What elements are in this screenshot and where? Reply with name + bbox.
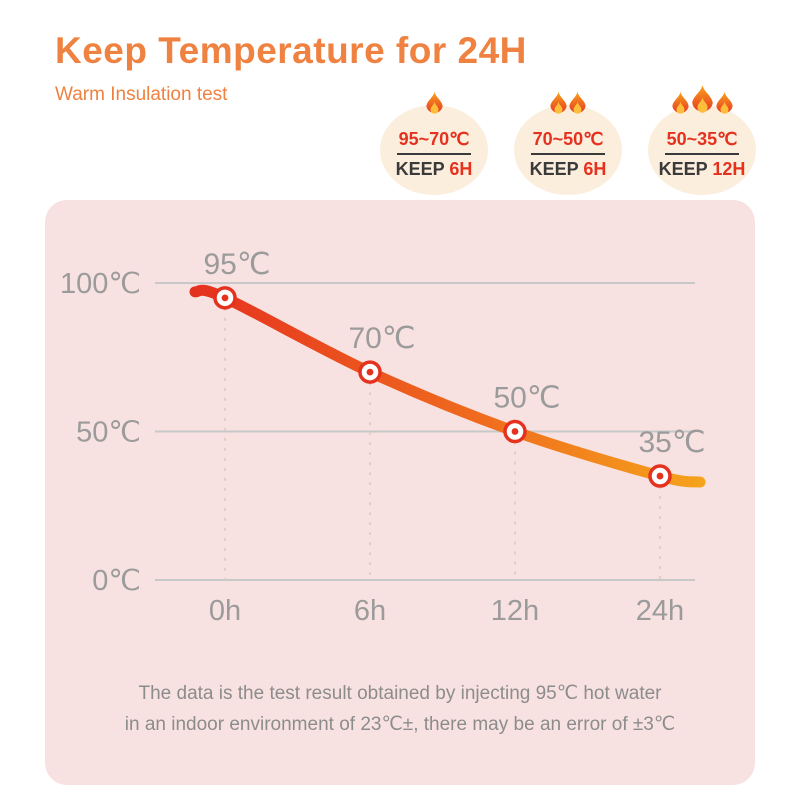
keep-duration-label: KEEP 12H [658,158,746,179]
data-point-center [366,368,374,376]
page-subtitle: Warm Insulation test [55,84,228,105]
chart-panel: 100℃ 50℃ 0℃ 0h 6h 12h 24h 95℃ 70℃ 50℃ 35℃ The data… [45,200,755,785]
y-tick-label: 0℃ [92,565,141,597]
point-value-label: 95℃ [203,248,270,281]
insulation-badge: 50~35℃ KEEP 12H [648,84,756,195]
x-tick-label: 12h [491,595,539,627]
point-value-label: 70℃ [348,322,415,355]
x-tick-label: 0h [209,595,241,627]
keep-duration-label: KEEP 6H [395,158,473,179]
point-value-label: 50℃ [493,382,560,415]
x-tick-label: 24h [636,595,684,627]
flame-icon [550,92,567,114]
flame-icon-group [549,91,587,118]
temp-range-label: 95~70℃ [396,129,472,155]
chart-svg: 100℃ 50℃ 0℃ 0h 6h 12h 24h 95℃ 70℃ 50℃ 35℃ [60,248,706,627]
page-title: Keep Temperature for 24H [55,30,527,71]
flame-icon-group [425,91,444,118]
data-point-center [221,294,229,302]
insulation-badge: 70~50℃ KEEP 6H [514,91,622,195]
header: Keep Temperature for 24H Warm Insulation… [55,30,527,106]
badge-bubble: 95~70℃ KEEP 6H [380,105,488,195]
temp-range-label: 50~35℃ [664,129,740,155]
y-tick-label: 100℃ [60,268,141,300]
flame-icon [425,92,443,114]
y-tick-label: 50℃ [76,417,141,449]
flame-icon-group [671,84,734,118]
flame-icon [715,92,733,114]
badge-bubble: 70~50℃ KEEP 6H [514,105,622,195]
flame-icon [671,92,689,114]
flame-icon [569,92,586,114]
temp-range-label: 70~50℃ [530,129,606,155]
badge-bubble: 50~35℃ KEEP 12H [648,105,756,195]
keep-duration-label: KEEP 6H [529,158,607,179]
temperature-curve [189,284,706,488]
data-point-center [511,428,519,435]
insulation-badge: 95~70℃ KEEP 6H [380,91,488,195]
badge-group: 95~70℃ KEEP 6H 70~50℃ KEEP 6H 50~35℃ KEEP 1… [380,84,756,195]
footnote-line-2: in an indoor environment of 23℃±, there … [124,714,676,736]
point-value-label: 35℃ [638,426,705,459]
data-point-center [656,472,664,480]
footnote: The data is the test result obtained by … [45,678,755,741]
footnote-line-1: The data is the test result obtained by … [138,683,662,704]
x-tick-label: 6h [354,595,386,627]
flame-icon [691,85,713,113]
